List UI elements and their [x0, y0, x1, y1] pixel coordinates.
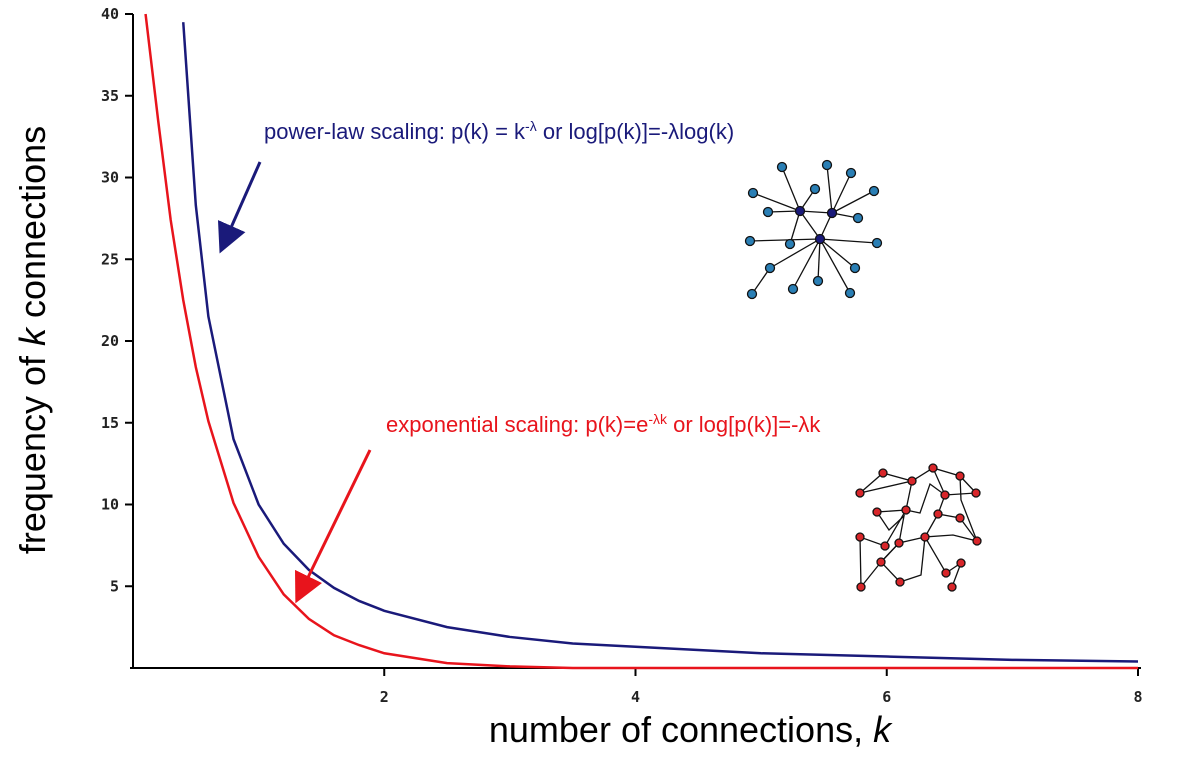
x-axis-label: number of connections, k [489, 709, 893, 750]
y-axis-label-italic: k [12, 326, 53, 346]
x-axis-label-italic: k [873, 709, 893, 750]
scale-free-network-icon [744, 159, 883, 300]
y-axis-label-text: frequency of [12, 346, 53, 554]
annotation: power-law scaling: p(k) = k-λ or log[p(k… [264, 118, 734, 144]
x-tick-label: 6 [882, 688, 891, 706]
y-tick-label: 15 [101, 414, 119, 432]
arrow [217, 161, 262, 254]
series-line [144, 13, 1138, 670]
y-tick-label: 25 [101, 250, 119, 268]
annotation-sup: -λk [648, 411, 668, 427]
annotation: exponential scaling: p(k)=e-λk or log[p(… [386, 411, 821, 437]
y-tick-label: 30 [101, 169, 119, 187]
random-network-icon [855, 463, 982, 592]
annotation-text: exponential scaling: p(k)=e [386, 412, 648, 437]
arrow [295, 449, 372, 604]
y-tick-label: 10 [101, 496, 119, 514]
annotation-sup: -λ [525, 118, 537, 134]
y-axis-label: frequency of k connections [12, 126, 53, 554]
series-line [182, 22, 1139, 663]
x-axis-label-text: number of connections, [489, 709, 873, 750]
x-tick-label: 4 [631, 688, 640, 706]
annotation-text: or log[p(k)]=-λlog(k) [537, 119, 734, 144]
x-tick-label: 2 [380, 688, 389, 706]
y-tick-label: 5 [110, 577, 119, 595]
y-tick-label: 40 [101, 5, 119, 23]
y-tick-label: 20 [101, 332, 119, 350]
y-axis-label-text: connections [12, 126, 53, 328]
x-tick-label: 8 [1133, 688, 1142, 706]
y-tick-label: 35 [101, 87, 119, 105]
annotation-text: or log[p(k)]=-λk [667, 412, 821, 437]
plot-area: 2 4 6 8 5 10 15 20 25 30 35 40 [101, 5, 1143, 706]
annotation-text: power-law scaling: p(k) = k [264, 119, 526, 144]
